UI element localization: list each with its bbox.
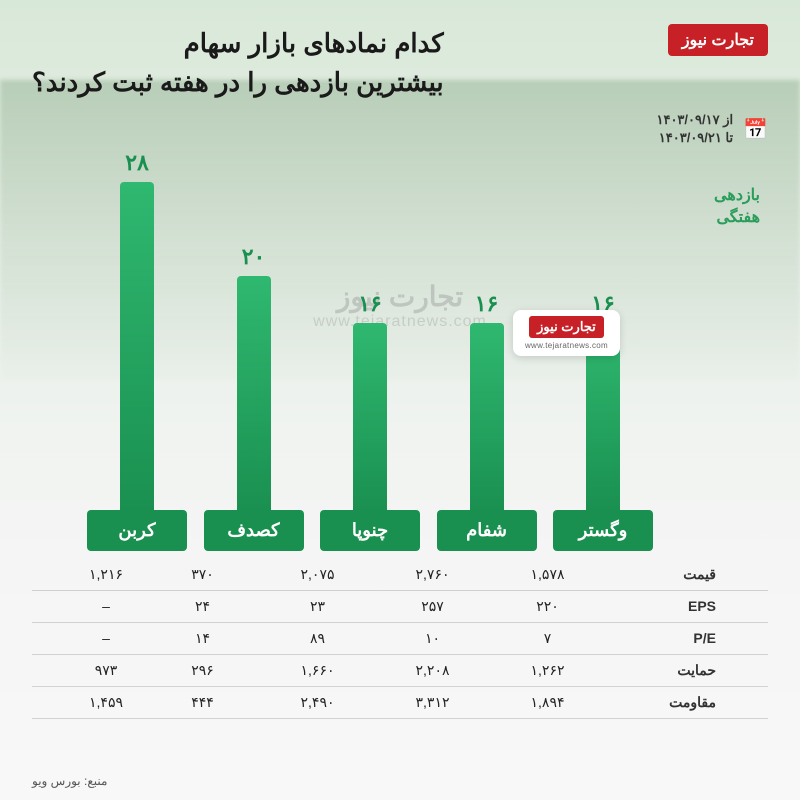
bar-value: ۱۶: [475, 291, 499, 317]
date-range: 📅 از ۱۴۰۳/۰۹/۱۷ تا ۱۴۰۳/۰۹/۲۱: [32, 112, 768, 146]
data-table: قیمت۱,۵۷۸۲,۷۶۰۲,۰۷۵۳۷۰۱,۲۱۶EPS۲۲۰۲۵۷۲۳۲۴…: [32, 559, 768, 719]
bar-label: چنوپا: [320, 510, 420, 551]
table-row: EPS۲۲۰۲۵۷۲۳۲۴–: [32, 591, 768, 623]
date-to-label: تا: [726, 130, 734, 145]
date-to-value: ۱۴۰۳/۰۹/۲۱: [659, 130, 722, 145]
table-cell: ۱,۲۶۲: [490, 655, 605, 686]
center-logo: تجارت نیوز www.tejaratnews.com: [513, 310, 620, 356]
bar: [353, 323, 387, 512]
table-cell: ۱,۵۷۸: [490, 559, 605, 590]
table-cell: ۲,۲۰۸: [375, 655, 490, 686]
bar-value: ۲۸: [125, 150, 149, 176]
bar-group: ۲۸کربن: [92, 150, 182, 551]
center-logo-text: تجارت نیوز: [529, 316, 604, 338]
date-from-label: از: [723, 112, 733, 127]
title-line-1: کدام نمادهای بازار سهام: [32, 24, 444, 63]
bar-label: شفام: [437, 510, 537, 551]
bar-label: وگستر: [553, 510, 653, 551]
table-cell: –: [67, 623, 145, 654]
bar-value: ۱۶: [358, 291, 382, 317]
table-cell: ۲۲۰: [490, 591, 605, 622]
table-cell: ۲۳: [260, 591, 375, 622]
bar-label: کصدف: [204, 510, 304, 551]
bar-group: ۱۶چنوپا: [325, 291, 415, 551]
table-row: P/E۷۱۰۸۹۱۴–: [32, 623, 768, 655]
table-cell: ۲۹۶: [145, 655, 260, 686]
row-header: مقاومت: [605, 687, 720, 718]
table-cell: ۳۷۰: [145, 559, 260, 590]
table-cell: –: [67, 591, 145, 622]
table-cell: ۲,۴۹۰: [260, 687, 375, 718]
bar-chart: ۲۸کربن۲۰کصدف۱۶چنوپا۱۶شفام۱۶وگستر: [32, 156, 768, 551]
table-cell: ۹۷۳: [67, 655, 145, 686]
date-to-row: تا ۱۴۰۳/۰۹/۲۱: [656, 130, 733, 146]
table-cell: ۴۴۴: [145, 687, 260, 718]
row-header: P/E: [605, 623, 720, 654]
table-cell: ۱,۶۶۰: [260, 655, 375, 686]
table-cell: ۲,۰۷۵: [260, 559, 375, 590]
title: کدام نمادهای بازار سهام بیشترین بازدهی ر…: [32, 24, 444, 102]
row-header: EPS: [605, 591, 720, 622]
table-cell: ۱,۲۱۶: [67, 559, 145, 590]
bar-value: ۲۰: [242, 244, 266, 270]
table-cell: ۲,۷۶۰: [375, 559, 490, 590]
bar-group: ۲۰کصدف: [209, 244, 299, 551]
brand-badge: تجارت نیوز: [668, 24, 768, 56]
header: تجارت نیوز کدام نمادهای بازار سهام بیشتر…: [32, 24, 768, 102]
table-cell: ۷: [490, 623, 605, 654]
table-cell: ۱۴: [145, 623, 260, 654]
table-cell: ۱,۸۹۴: [490, 687, 605, 718]
calendar-icon: 📅: [743, 117, 768, 142]
center-logo-url: www.tejaratnews.com: [525, 341, 608, 350]
table-cell: ۱۰: [375, 623, 490, 654]
bar: [120, 182, 154, 512]
row-header: حمایت: [605, 655, 720, 686]
table-cell: ۳,۳۱۲: [375, 687, 490, 718]
row-header: قیمت: [605, 559, 720, 590]
table-cell: ۸۹: [260, 623, 375, 654]
table-row: مقاومت۱,۸۹۴۳,۳۱۲۲,۴۹۰۴۴۴۱,۴۵۹: [32, 687, 768, 719]
table-row: حمایت۱,۲۶۲۲,۲۰۸۱,۶۶۰۲۹۶۹۷۳: [32, 655, 768, 687]
title-line-2: بیشترین بازدهی را در هفته ثبت کردند؟: [32, 63, 444, 102]
bar: [470, 323, 504, 512]
date-from-row: از ۱۴۰۳/۰۹/۱۷: [656, 112, 733, 128]
table-cell: ۲۵۷: [375, 591, 490, 622]
table-row: قیمت۱,۵۷۸۲,۷۶۰۲,۰۷۵۳۷۰۱,۲۱۶: [32, 559, 768, 591]
source-attribution: منبع: بورس ویو: [32, 774, 107, 788]
infographic-container: تجارت نیوز کدام نمادهای بازار سهام بیشتر…: [0, 0, 800, 800]
bar: [237, 276, 271, 512]
table-cell: ۱,۴۵۹: [67, 687, 145, 718]
date-from-value: ۱۴۰۳/۰۹/۱۷: [656, 112, 719, 127]
bar-label: کربن: [87, 510, 187, 551]
table-cell: ۲۴: [145, 591, 260, 622]
